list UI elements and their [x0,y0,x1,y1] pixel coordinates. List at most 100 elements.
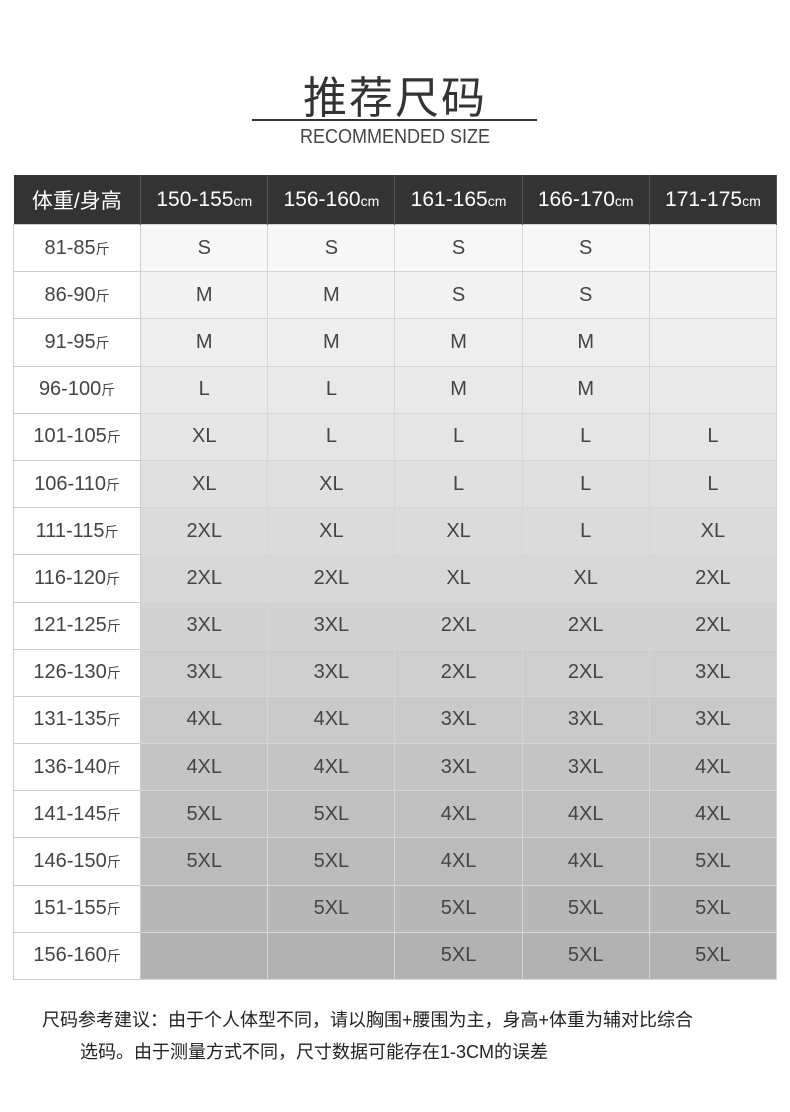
size-cell: 2XL [140,554,269,603]
weight-unit: 斤 [106,712,121,729]
size-cell: M [267,271,396,320]
size-cell: S [140,223,269,273]
size-cell: 4XL [648,743,778,792]
weight-cell: 156-160斤 [12,931,142,981]
weight-range: 146-150 [33,850,107,873]
size-cell: 5XL [394,884,523,933]
size-cell: 5XL [140,790,269,839]
weight-unit: 斤 [95,287,110,304]
note-line-2: 选码。由于测量方式不同，尺寸数据可能存在1-3CM的误差 [80,1042,549,1062]
size-cell: 3XL [521,743,650,792]
table-row: 141-145斤 5XL 5XL 4XL 4XL 4XL [12,790,778,839]
size-cell: L [267,412,396,461]
weight-cell: 111-115斤 [12,507,142,556]
height-range: 161-165 [410,187,488,211]
size-cell: L [648,412,778,461]
weight-cell: 136-140斤 [12,743,142,792]
table-row: 91-95斤 M M M M [12,318,778,367]
weight-cell: 86-90斤 [12,271,142,320]
height-column-header: 171-175cm [649,175,778,225]
size-cell: XL [140,412,269,461]
corner-header: 体重/身高 [13,175,142,225]
size-cell: 3XL [267,648,396,697]
size-cell: L [140,365,269,414]
height-unit: cm [233,192,253,209]
size-cell: L [521,507,650,556]
table-row: 156-160斤 5XL 5XL 5XL [12,931,778,981]
size-cell [140,931,269,981]
size-cell: 2XL [394,648,523,697]
size-cell: 3XL [267,601,396,650]
table-row: 136-140斤 4XL 4XL 3XL 3XL 4XL [12,743,778,792]
size-cell: 3XL [648,695,778,745]
size-cell: 5XL [140,837,269,886]
weight-range: 121-125 [33,614,107,637]
weight-range: 81-85 [44,236,96,259]
weight-cell: 106-110斤 [12,459,142,509]
size-cell: 5XL [521,884,650,933]
size-cell: L [394,412,523,461]
weight-unit: 斤 [95,334,110,351]
size-cell: 5XL [267,790,396,839]
size-cell: 4XL [267,695,396,745]
size-cell: XL [521,554,650,603]
height-column-header: 166-170cm [522,175,650,225]
height-range: 150-155 [156,187,234,211]
table-row: 111-115斤 2XL XL XL L XL [12,507,778,556]
table-row: 106-110斤 XL XL L L L [12,459,778,509]
size-cell: 4XL [394,790,523,839]
size-cell: 5XL [267,837,396,886]
size-cell: S [267,223,396,273]
height-column-header: 156-160cm [267,175,396,225]
size-cell: 2XL [648,554,778,603]
table-row: 151-155斤 5XL 5XL 5XL 5XL [12,884,778,933]
size-cell: 2XL [140,507,269,556]
weight-unit: 斤 [106,806,121,823]
size-cell: 2XL [521,648,650,697]
title-divider [252,119,537,121]
height-unit: cm [360,192,380,209]
size-cell: S [521,223,650,273]
height-column-header: 150-155cm [140,175,269,225]
table-row: 126-130斤 3XL 3XL 2XL 2XL 3XL [12,648,778,697]
note-line-1: 尺码参考建议：由于个人体型不同，请以胸围+腰围为主，身高+体重为辅对比综合 [42,1010,694,1030]
size-cell: L [521,412,650,461]
size-cell: 4XL [394,837,523,886]
size-cell [267,931,396,981]
weight-unit: 斤 [106,948,121,965]
size-chart-table: 体重/身高 150-155cm 156-160cm 161-165cm 166-170… [12,175,778,981]
weight-cell: 141-145斤 [12,790,142,839]
weight-range: 91-95 [44,330,96,353]
weight-range: 151-155 [33,897,107,920]
page-title: 推荐尺码 [303,74,487,123]
weight-unit: 斤 [95,240,110,257]
size-cell: S [521,271,650,320]
size-cell: XL [267,507,396,556]
size-cell: L [648,459,778,509]
size-cell: M [140,271,269,320]
size-cell [140,884,269,933]
size-cell: XL [394,507,523,556]
table-row: 81-85斤 S S S S [12,223,778,273]
size-cell: 4XL [521,837,650,886]
size-cell: L [394,459,523,509]
weight-cell: 81-85斤 [12,223,142,273]
size-cell: 4XL [267,743,396,792]
size-cell: XL [394,554,523,603]
size-cell: XL [140,459,269,509]
weight-cell: 116-120斤 [12,554,142,603]
weight-cell: 126-130斤 [12,648,142,697]
weight-range: 86-90 [44,283,96,306]
size-cell: S [394,271,523,320]
weight-range: 96-100 [38,378,102,401]
size-cell: 3XL [648,648,778,697]
size-advice-note: 尺码参考建议：由于个人体型不同，请以胸围+腰围为主，身高+体重为辅对比综合 选码… [42,1004,782,1068]
size-cell: 3XL [140,648,269,697]
weight-range: 141-145 [33,802,107,825]
weight-range: 111-115 [35,519,105,542]
size-cell [648,318,778,367]
weight-unit: 斤 [106,429,121,446]
height-unit: cm [742,192,761,209]
size-cell: 3XL [394,743,523,792]
size-cell: 3XL [394,695,523,745]
